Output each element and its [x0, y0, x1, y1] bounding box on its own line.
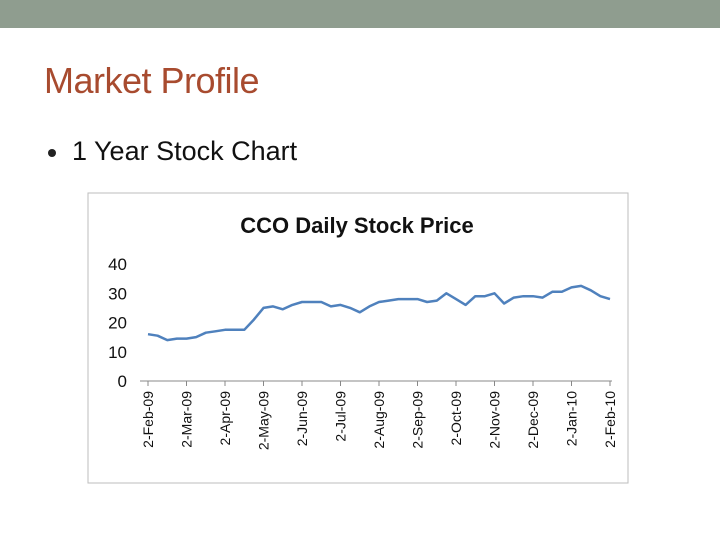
- y-tick-label: 20: [108, 314, 127, 333]
- slide-title: Market Profile: [44, 60, 260, 101]
- header-bar: [0, 0, 720, 28]
- chart-title: CCO Daily Stock Price: [240, 213, 474, 238]
- x-tick-label: 2-Jun-09: [294, 391, 310, 446]
- x-tick-label: 2-Feb-10: [602, 391, 618, 448]
- x-tick-label: 2-Feb-09: [140, 391, 156, 448]
- y-tick-label: 0: [118, 372, 127, 391]
- x-tick-label: 2-Jan-10: [564, 391, 580, 446]
- x-tick-label: 2-Sep-09: [410, 391, 426, 449]
- y-tick-label: 30: [108, 284, 127, 303]
- x-tick-label: 2-Nov-09: [487, 391, 503, 449]
- x-tick-label: 2-Mar-09: [179, 391, 195, 448]
- x-tick-label: 2-Aug-09: [371, 391, 387, 449]
- y-tick-label: 40: [108, 255, 127, 274]
- x-tick-label: 2-Apr-09: [217, 391, 233, 446]
- price-line: [147, 284, 611, 342]
- x-tick-label: 2-Jul-09: [333, 391, 349, 442]
- x-tick-label: 2-May-09: [256, 391, 272, 450]
- x-tick-label: 2-Oct-09: [448, 391, 464, 446]
- x-tick-label: 2-Dec-09: [525, 391, 541, 449]
- bullet-marker: [48, 149, 56, 157]
- y-tick-label: 10: [108, 343, 127, 362]
- bullet-text: 1 Year Stock Chart: [72, 136, 298, 166]
